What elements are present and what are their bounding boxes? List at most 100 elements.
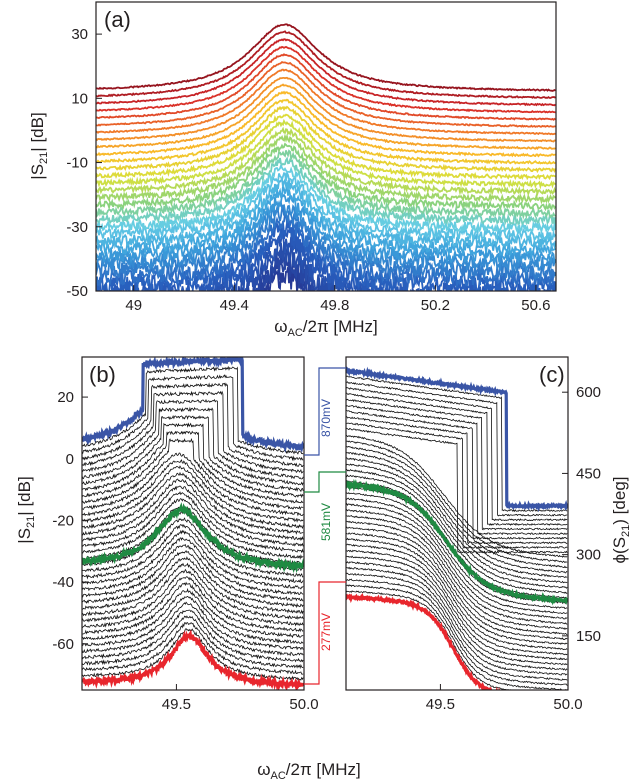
panel-c-series [346, 474, 568, 594]
panel-b-y-axis-label: |S21| [dB] [15, 476, 37, 543]
panel-c-highlight-277mV [346, 592, 500, 690]
panel-b-series [82, 622, 304, 675]
panel-c-series [346, 416, 568, 545]
y-tick-label: 10 [71, 90, 88, 107]
panel-c-series [346, 375, 568, 513]
panel-c-label: (c) [539, 362, 565, 387]
panel-c-series [346, 398, 568, 531]
panel-c-series [346, 514, 568, 630]
panel-b-series [82, 601, 304, 657]
panel-c-series [346, 451, 568, 574]
y-tick-label: 0 [66, 451, 74, 468]
panel-b-series [82, 471, 304, 535]
panel-a-series-group [96, 23, 556, 291]
y-tick-label: -10 [66, 155, 88, 172]
panel-b-x-ticks: 49.5 50.0 [162, 684, 319, 713]
panel-b-series [82, 452, 304, 517]
panel-a: 49 49.4 49.8 50.2 50.6 -50 -30 -10 10 30 (a) ωAC… [28, 1, 557, 339]
panel-c-series [346, 422, 568, 549]
panel-b-highlight-870mV [82, 357, 304, 453]
panel-c-series [346, 537, 568, 651]
bracket-870mv-label: 870mV [319, 399, 333, 437]
panel-c-series [346, 584, 568, 690]
panel-b-series-group [82, 357, 304, 690]
panel-c-series [346, 491, 568, 610]
panel-c-series [346, 561, 568, 671]
panel-a-series [188, 241, 370, 291]
x-tick-label: 50.0 [553, 696, 582, 713]
panel-b-series [82, 568, 304, 627]
panel-c-series [346, 446, 568, 569]
panel-b-series [82, 430, 304, 504]
panel-c-series [346, 508, 568, 625]
panel-a-series [96, 142, 556, 212]
y-tick-label: 20 [57, 389, 74, 406]
panel-bc-x-axis-label: ωAC/2π [MHz] [257, 760, 361, 782]
panel-b-series [82, 382, 304, 467]
panel-c-series [346, 404, 568, 536]
panel-c-x-ticks: 49.5 50.0 [426, 684, 583, 713]
panel-b-series [82, 422, 304, 499]
panel-a-series [96, 133, 556, 205]
bracket-277mv [304, 581, 346, 685]
y-tick-label: 300 [576, 547, 601, 564]
panel-c-y-axis-label: ϕ(S21) [deg] [610, 477, 632, 564]
panel-b-series [82, 609, 304, 663]
panel-b-series [82, 478, 304, 541]
panel-c-series [346, 578, 568, 686]
y-tick-label: 600 [576, 384, 601, 401]
panel-b: 49.5 50.0 -60 -40 -20 0 20 (b) |S21| [dB] [15, 356, 319, 713]
panel-a-y-axis-label: |S21| [dB] [28, 112, 50, 179]
panel-a-label: (a) [104, 7, 131, 32]
panel-a-series [96, 193, 556, 264]
panel-c-series [346, 468, 568, 589]
voltage-brackets: 870mV 581mV 277mV [304, 367, 346, 685]
panel-b-y-ticks: -60 -40 -20 0 20 [52, 389, 88, 653]
panel-c-frame [345, 356, 569, 691]
panel-a-series [96, 61, 556, 128]
y-tick-label: 450 [576, 465, 601, 482]
panel-c-series [346, 427, 568, 554]
bracket-581mv [304, 471, 346, 493]
panel-a-series [96, 176, 556, 251]
panel-c-series [346, 392, 568, 526]
bracket-581mv-label: 581mV [319, 503, 333, 541]
panel-b-series [82, 365, 304, 455]
panel-b-series [82, 550, 304, 609]
panel-c-series [346, 590, 515, 690]
panel-c-y-ticks: 150 300 450 600 [562, 384, 601, 645]
panel-a-series [96, 163, 556, 235]
bracket-277mv-label: 277mV [319, 613, 333, 651]
panel-a-series [96, 68, 556, 136]
y-tick-label: 150 [576, 628, 601, 645]
panel-a-series [96, 169, 556, 242]
panel-b-highlight-277mV [82, 629, 304, 690]
x-tick-label: 49.8 [320, 297, 349, 314]
panel-c-series-group [346, 366, 568, 690]
panel-b-series [82, 491, 304, 554]
panel-c-highlight-581mV [346, 478, 568, 606]
panel-a-series [96, 23, 556, 92]
panel-b-series [82, 523, 304, 584]
panel-b-series [82, 628, 304, 681]
panel-b-series [82, 465, 304, 529]
x-tick-label: 50.6 [521, 297, 550, 314]
panel-b-series [82, 459, 304, 523]
panel-b-series [82, 485, 304, 547]
panel-a-y-ticks: -50 -30 -10 10 30 [66, 26, 102, 300]
panel-b-series [82, 415, 304, 493]
panel-c-series [346, 595, 490, 690]
panel-c-series [346, 463, 568, 584]
panel-b-series [82, 576, 304, 633]
panel-b-series [82, 562, 304, 620]
x-tick-label: 49.4 [220, 297, 249, 314]
panel-c-series [346, 440, 568, 564]
panel-a-series [96, 105, 556, 174]
panel-b-series [82, 498, 304, 560]
panel-a-series [96, 126, 556, 198]
panel-c-highlight-870mV [346, 366, 568, 513]
panel-b-frame [81, 356, 305, 691]
panel-a-frame [95, 1, 557, 292]
panel-b-series [82, 374, 304, 462]
